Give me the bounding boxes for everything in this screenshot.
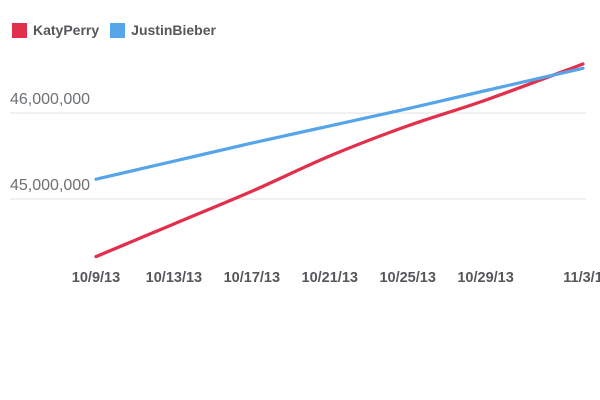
legend-label-katyperry: KatyPerry xyxy=(33,22,100,38)
x-axis-label: 10/13/13 xyxy=(145,270,203,286)
x-axis-label: 10/29/13 xyxy=(457,270,514,286)
y-axis-label: 45,000,000 xyxy=(10,177,91,194)
x-axis-label: 10/9/13 xyxy=(71,270,121,286)
legend-item-katyperry[interactable]: KatyPerry xyxy=(12,23,99,38)
chart-legend: KatyPerry JustinBieber xyxy=(12,23,216,38)
x-axis-label: 10/17/13 xyxy=(223,270,281,286)
legend-label-justinbieber: JustinBieber xyxy=(131,22,216,38)
series-line-justinbieber[interactable] xyxy=(94,66,585,181)
x-axis-label: 10/21/13 xyxy=(301,270,358,286)
justinbieber-legend-swatch-icon xyxy=(110,23,126,38)
katyperry-legend-swatch-icon xyxy=(12,23,27,38)
x-axis-label: 11/3/1 xyxy=(563,270,600,286)
series-line-katyperry[interactable] xyxy=(94,62,585,259)
x-axis-label: 10/25/13 xyxy=(379,270,436,286)
y-axis-label: 46,000,000 xyxy=(10,91,91,108)
legend-item-justinbieber[interactable]: JustinBieber xyxy=(110,23,216,38)
